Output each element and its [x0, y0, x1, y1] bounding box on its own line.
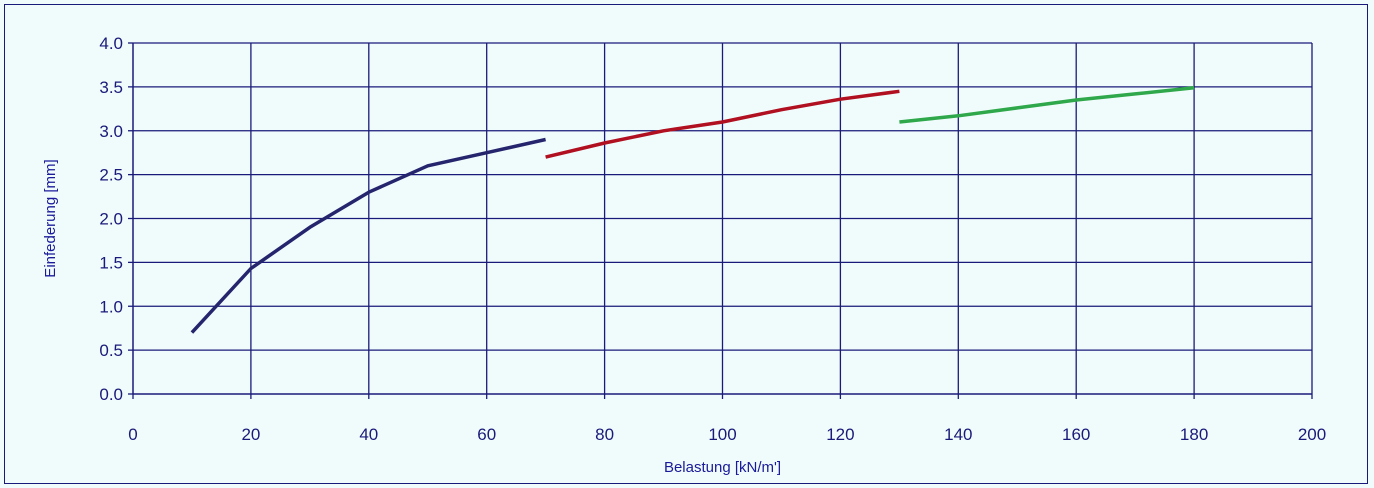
grid [133, 42, 1313, 394]
x-tick-label: 0 [128, 425, 137, 444]
chart-frame [4, 4, 1368, 484]
tick-labels: 0 20 40 60 80 100 120 140 160 180 200 0.0 0.5 1.0 1.5 2… [99, 34, 1326, 444]
x-tick-label: 180 [1180, 425, 1208, 444]
x-tick-label: 20 [241, 425, 260, 444]
y-tick-label: 1.5 [99, 253, 123, 272]
x-tick-label: 200 [1298, 425, 1326, 444]
x-tick-label: 60 [477, 425, 496, 444]
x-axis-title: Belastung [kN/m'] [664, 459, 781, 476]
y-tick-label: 0.5 [99, 341, 123, 360]
x-tick-label: 100 [708, 425, 736, 444]
x-tick-label: 80 [595, 425, 614, 444]
y-tick-label: 3.0 [99, 122, 123, 141]
y-axis-title: Einfederung [mm] [42, 159, 59, 277]
axes [128, 42, 1313, 399]
y-tick-label: 4.0 [99, 34, 123, 53]
series-lines [190, 86, 1195, 334]
y-tick-label: 3.5 [99, 78, 123, 97]
series-line-3 [899, 86, 1195, 124]
series-line-1 [190, 137, 546, 334]
x-tick-label: 140 [944, 425, 972, 444]
x-tick-label: 160 [1062, 425, 1090, 444]
y-tick-label: 2.5 [99, 166, 123, 185]
x-tick-label: 40 [359, 425, 378, 444]
x-tick-label: 120 [826, 425, 854, 444]
series-line-2 [545, 89, 900, 159]
y-tick-label: 1.0 [99, 297, 123, 316]
y-tick-label: 0.0 [99, 385, 123, 404]
y-tick-label: 2.0 [99, 210, 123, 229]
